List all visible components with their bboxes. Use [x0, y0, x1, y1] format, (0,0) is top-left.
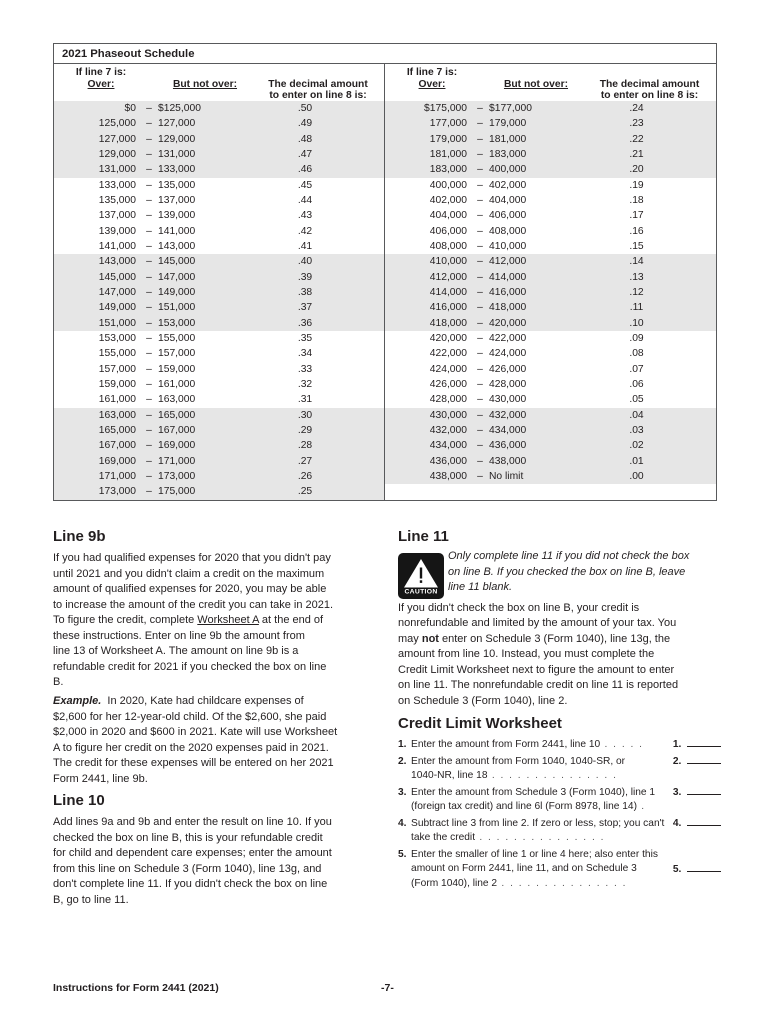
svg-text:CAUTION: CAUTION	[404, 589, 437, 596]
